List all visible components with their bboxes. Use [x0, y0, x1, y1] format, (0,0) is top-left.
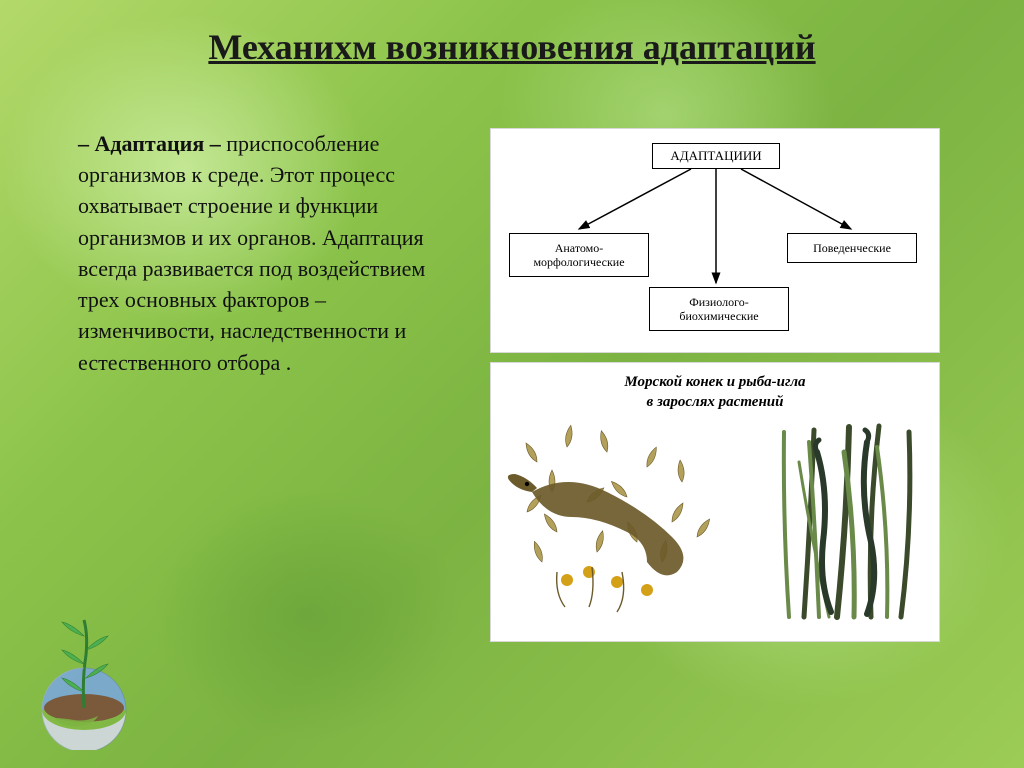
globe-plant-decoration [24, 600, 144, 750]
illustration-area [491, 418, 939, 628]
diagram-node-behavior: Поведенческие [787, 233, 917, 263]
illustration-caption: Морской конек и рыба-игла в зарослях рас… [491, 373, 939, 412]
definition-term: Адаптация – [95, 131, 221, 156]
definition-paragraph: – Адаптация – приспособление организмов … [78, 128, 468, 378]
bullet-dash: – [78, 131, 89, 156]
globe-plant-svg [24, 600, 144, 750]
diagram-node-anatomo: Анатомо-морфологические [509, 233, 649, 277]
slide-background: Механихм возникновения адаптаций – Адапт… [0, 0, 1024, 768]
illustration-panel: Морской конек и рыба-игла в зарослях рас… [490, 362, 940, 642]
slide-title: Механихм возникновения адаптаций [0, 26, 1024, 68]
diagram-node-root: АДАПТАЦИИИ [652, 143, 780, 169]
adaptation-types-diagram: АДАПТАЦИИИ Анатомо-морфологические Физио… [490, 128, 940, 353]
diagram-node-physio: Физиолого-биохимические [649, 287, 789, 331]
pipefish-illustration [759, 422, 929, 622]
seadragon-illustration [497, 422, 737, 622]
definition-body: приспособление организмов к среде. Этот … [78, 131, 425, 375]
